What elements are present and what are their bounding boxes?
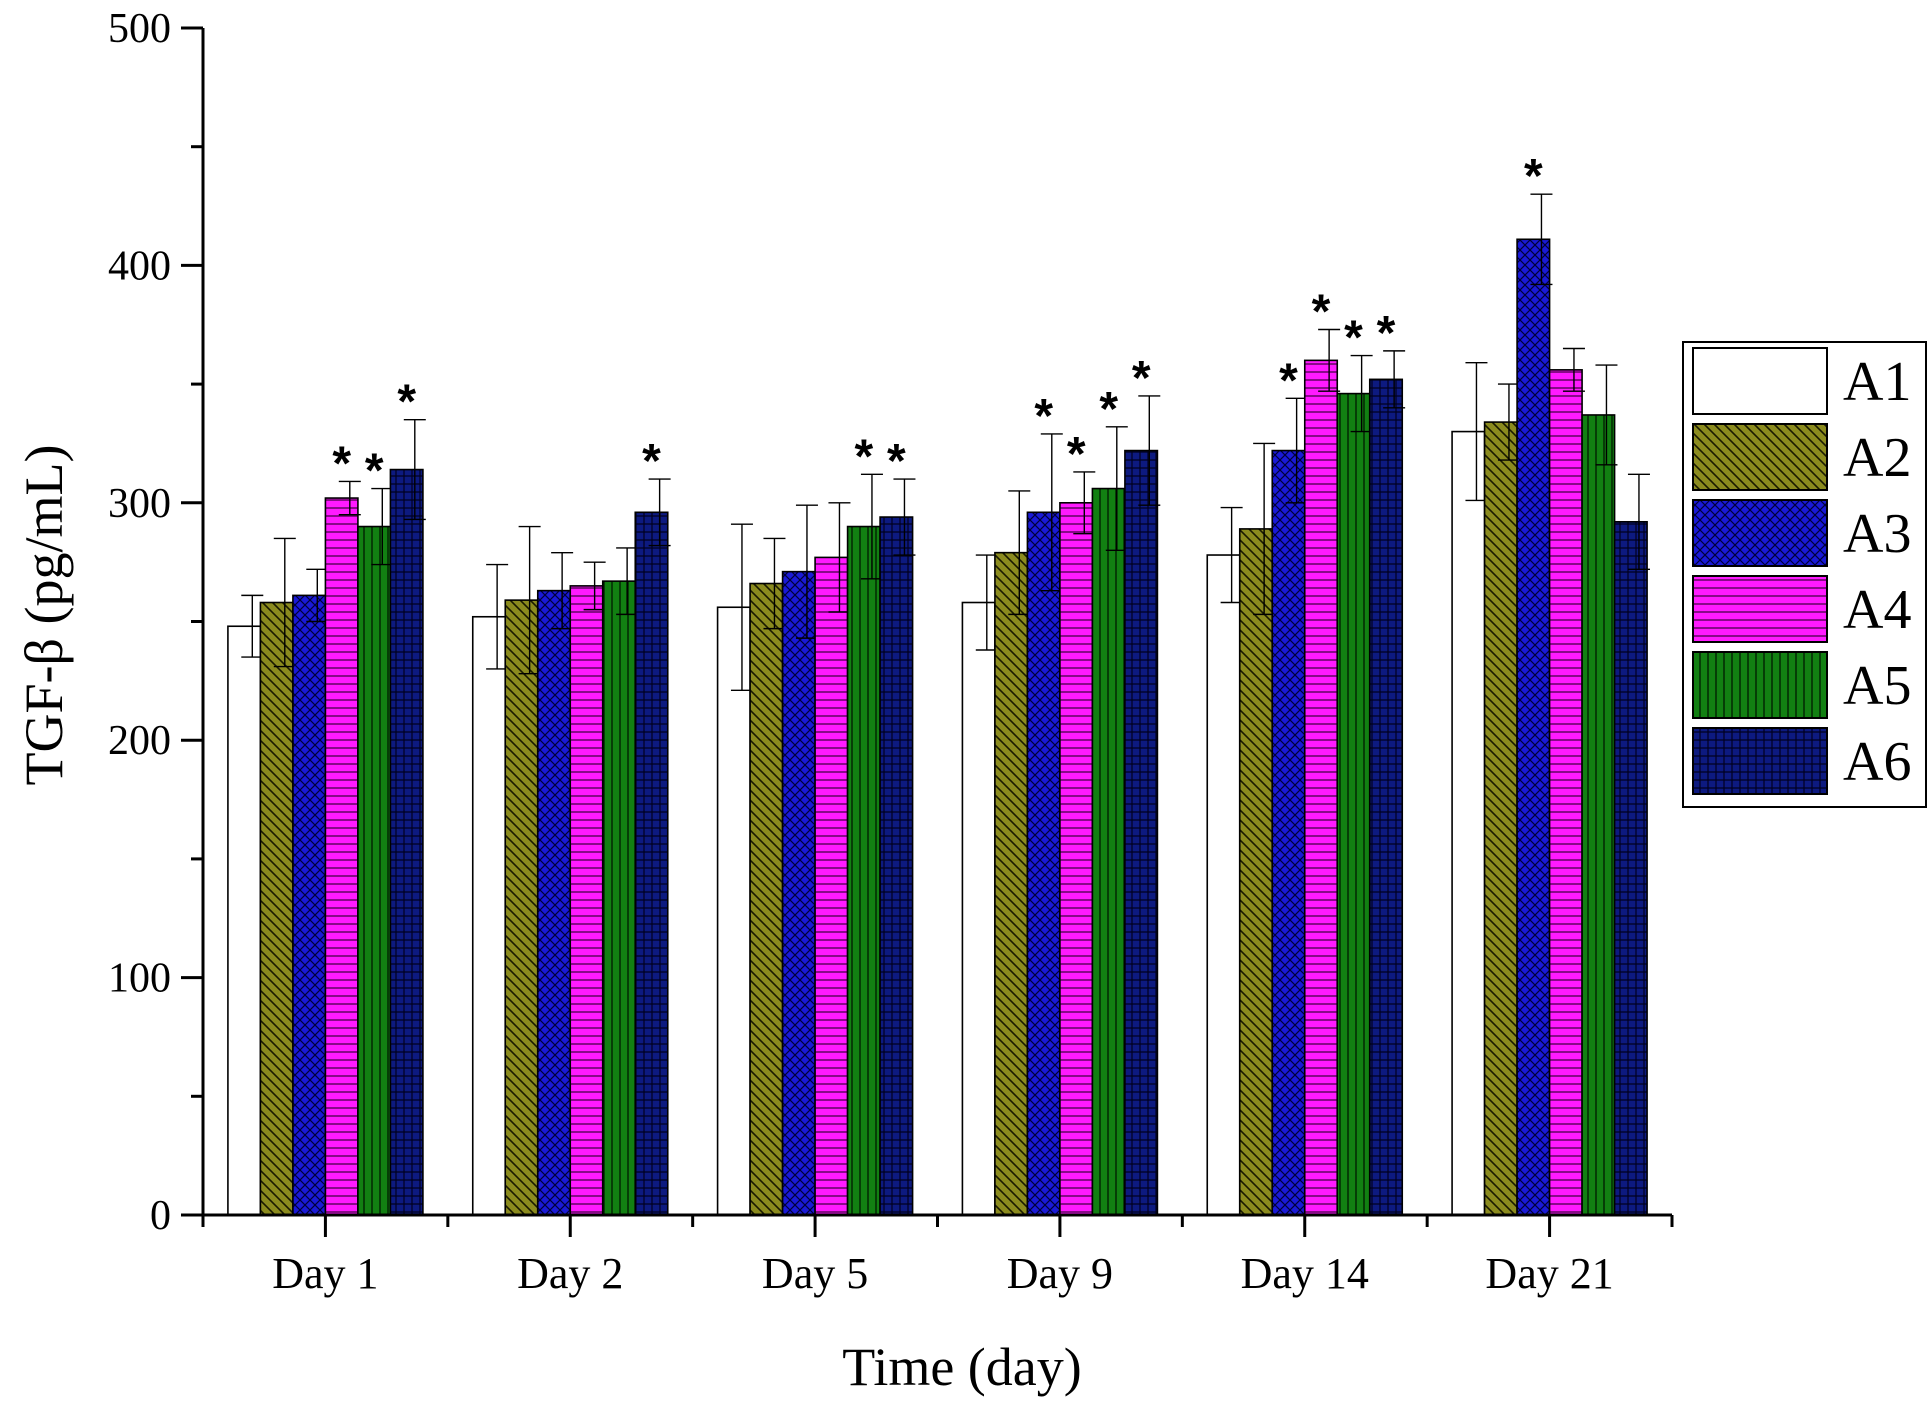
significance-star: * [397,376,416,429]
significance-star: * [365,445,384,498]
bar-a5-day-5 [846,525,881,1216]
significance-star: * [1099,383,1118,436]
legend-label-a1: A1 [1843,351,1911,413]
y-tick-label: 500 [108,6,171,52]
bar-a2-day-2 [504,599,539,1216]
bar-a5-day-21 [1581,414,1616,1216]
bar-a4-day-21 [1548,369,1583,1216]
axes-layer: 0 100 200 300 400 500 Day 1 Day 2 Day 5 Day 9 Day … [108,6,1674,1298]
bar-a2-day-5 [749,582,784,1216]
bar-a4-day-1 [324,497,359,1216]
y-axis-title: TGF-β (pg/mL) [14,445,74,786]
legend-label-a2: A2 [1843,427,1911,489]
bar-a2-day-1 [259,601,294,1216]
x-tick-label: Day 1 [272,1249,378,1298]
y-tick-label: 200 [108,718,171,764]
bar-a6-day-14 [1368,378,1404,1216]
x-tick-label: Day 5 [762,1249,868,1298]
bar-a2-day-21 [1483,421,1518,1216]
bar-a6-day-21 [1613,520,1648,1216]
significance-star: * [1067,428,1086,481]
bar-a6-day-5 [879,516,914,1216]
significance-star: * [642,435,661,488]
bar-a1-day-21 [1451,430,1486,1216]
legend: A1 A2 A3 A4 A5 A6 [1682,341,1927,808]
bar-a4-day-9 [1059,501,1094,1216]
y-tick-label: 100 [108,956,171,1002]
bar-a5-day-9 [1091,487,1126,1216]
legend-swatch-a6 [1692,727,1828,795]
bar-a3-day-5 [781,570,816,1216]
legend-swatch-a1 [1692,347,1828,415]
legend-label-a4: A4 [1843,579,1911,641]
legend-swatch-a4 [1692,575,1828,643]
bar-a6-day-2 [634,511,669,1216]
bar-a1-day-14 [1206,554,1241,1216]
significance-star: * [887,435,906,488]
bar-a1-day-2 [471,615,507,1216]
bar-a5-day-2 [601,580,637,1216]
bar-a4-day-2 [569,585,604,1216]
legend-label-a3: A3 [1843,503,1911,565]
bar-a3-day-1 [292,594,327,1216]
bar-a6-day-9 [1124,449,1159,1216]
bar-a1-day-9 [961,601,996,1216]
bar-a4-day-5 [814,556,849,1216]
significance-star: * [1344,312,1363,365]
significance-star: * [1132,352,1151,405]
bar-a1-day-5 [716,606,751,1216]
legend-label-a5: A5 [1843,655,1911,717]
bar-a3-day-14 [1271,449,1306,1216]
significance-star: * [1279,354,1298,407]
y-tick-label: 400 [108,243,171,289]
bar-a4-day-14 [1303,359,1339,1216]
bar-a1-day-1 [227,625,262,1216]
x-tick-label: Day 21 [1485,1249,1613,1298]
bar-a6-day-1 [389,468,424,1216]
bar-a3-day-9 [1026,511,1061,1216]
legend-label-a6: A6 [1843,731,1911,793]
legend-swatch-a2 [1692,423,1828,491]
x-tick-label: Day 2 [517,1249,623,1298]
legend-swatch-a5 [1692,651,1828,719]
bar-a5-day-1 [357,525,392,1216]
bar-a3-day-2 [536,589,572,1216]
significance-star: * [1312,285,1331,338]
significance-star: * [332,437,351,490]
bars-layer: * *** * ***** ** * ** [227,150,1650,1216]
bar-a2-day-9 [994,551,1029,1216]
significance-star: * [1377,307,1396,360]
bar-a3-day-21 [1516,238,1551,1216]
significance-star: * [1034,390,1053,443]
significance-star: * [854,430,873,483]
legend-swatch-a3 [1692,499,1828,567]
x-tick-label: Day 14 [1241,1249,1369,1298]
bar-a5-day-14 [1336,392,1371,1216]
y-tick-label: 300 [108,481,171,527]
significance-star: * [1524,150,1543,203]
bar-a2-day-14 [1238,528,1274,1216]
x-tick-label: Day 9 [1007,1249,1113,1298]
y-tick-label: 0 [150,1193,171,1239]
x-axis-title: Time (day) [842,1337,1082,1397]
